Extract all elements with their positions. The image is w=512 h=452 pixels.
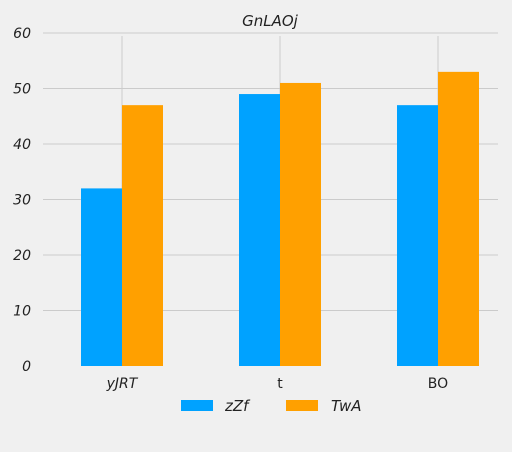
x-tick-label: t [277,376,283,392]
y-tick-label: 30 [13,193,31,209]
legend-label: zZf [224,397,251,415]
x-tick-label: BO [428,376,448,392]
y-tick-label: 60 [13,26,31,42]
legend-label: TwA [331,397,361,415]
bars [81,71,479,367]
legend-swatch-TwA [286,400,318,411]
bar-TwA-BO [438,71,479,366]
y-tick-label: 20 [13,248,31,264]
x-axis-tick-labels: yJRT t BO [106,376,449,392]
bar-zZf-t [239,94,280,367]
y-tick-label: 10 [13,304,31,320]
x-tick-label: yJRT [106,376,139,392]
y-axis-tick-labels: 0 10 20 30 40 50 60 [13,26,31,375]
bar-zZf-BO [397,105,438,367]
bar-zZf-yJRT [81,188,122,366]
legend-swatch-zZf [181,400,213,411]
y-tick-label: 40 [13,137,31,153]
legend: zZf TwA [181,397,361,415]
bar-TwA-yJRT [122,105,163,367]
y-tick-label: 50 [13,82,31,98]
chart-title: GnLAOj [242,12,299,30]
bar-TwA-t [280,82,321,366]
y-tick-label: 0 [22,359,31,375]
